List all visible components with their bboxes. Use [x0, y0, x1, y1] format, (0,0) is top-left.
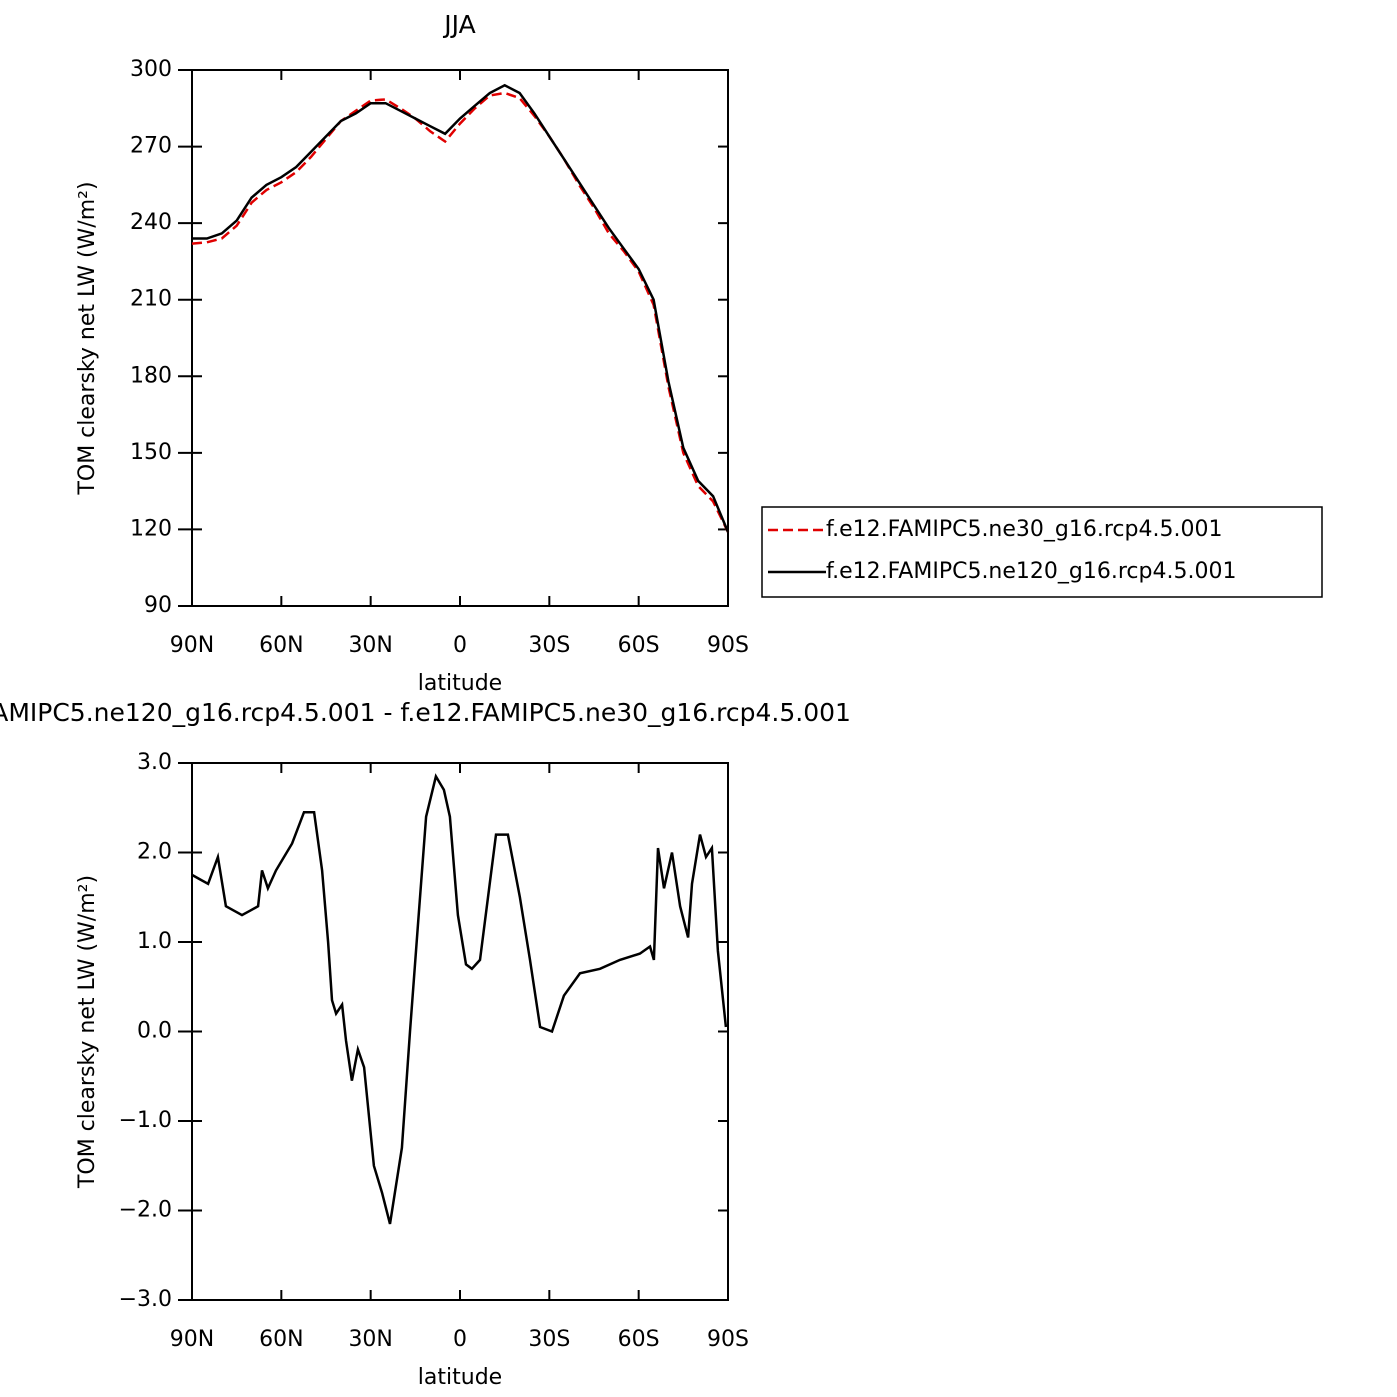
y-tick-label: 210	[130, 287, 172, 312]
legend-box	[761, 506, 1323, 598]
data-line	[191, 91, 730, 533]
legend-label: f.e12.FAMIPC5.ne30_g16.rcp4.5.001	[826, 517, 1222, 542]
data-line	[192, 83, 730, 533]
y-axis-label: TOM clearsky net LW (W/m²)	[75, 875, 100, 1189]
y-tick-label: 120	[130, 516, 172, 541]
x-tick-label: 0	[453, 633, 467, 658]
x-tick-label: 30N	[348, 1327, 392, 1352]
y-tick-label: −1.0	[119, 1108, 172, 1133]
y-tick-label: 1.0	[137, 929, 172, 954]
data-line	[191, 773, 728, 1225]
y-tick-label: 270	[130, 134, 172, 159]
y-tick-label: 150	[130, 440, 172, 465]
x-axis-label: latitude	[418, 671, 502, 696]
x-tick-label: 90S	[707, 1327, 749, 1352]
y-tick-label: 180	[130, 363, 172, 388]
plot-frame	[191, 69, 729, 607]
x-tick-label: 60N	[259, 633, 303, 658]
x-tick-label: 30N	[348, 633, 392, 658]
x-tick-label: 90S	[707, 633, 749, 658]
x-axis-label: latitude	[418, 1365, 502, 1390]
y-axis-label: TOM clearsky net LW (W/m²)	[75, 181, 100, 495]
x-tick-label: 90N	[170, 633, 214, 658]
y-tick-label: 240	[130, 210, 172, 235]
x-tick-label: 90N	[170, 1327, 214, 1352]
y-tick-label: 3.0	[137, 750, 172, 775]
x-tick-label: 30S	[528, 1327, 570, 1352]
y-tick-label: −2.0	[119, 1198, 172, 1223]
y-tick-label: 300	[130, 57, 172, 82]
y-tick-label: −3.0	[119, 1287, 172, 1312]
plot-frame	[191, 762, 729, 1301]
x-tick-label: 30S	[528, 633, 570, 658]
chart-title: JJA	[442, 10, 475, 39]
x-tick-label: 60S	[618, 633, 660, 658]
chart-title: f.e12.FAMIPC5.ne120_g16.rcp4.5.001 - f.e…	[0, 698, 851, 727]
legend-label: f.e12.FAMIPC5.ne120_g16.rcp4.5.001	[826, 559, 1236, 584]
y-tick-label: 90	[144, 593, 172, 618]
y-tick-label: 0.0	[137, 1019, 172, 1044]
x-tick-label: 60S	[618, 1327, 660, 1352]
x-tick-label: 60N	[259, 1327, 303, 1352]
y-tick-label: 2.0	[137, 840, 172, 865]
x-tick-label: 0	[453, 1327, 467, 1352]
